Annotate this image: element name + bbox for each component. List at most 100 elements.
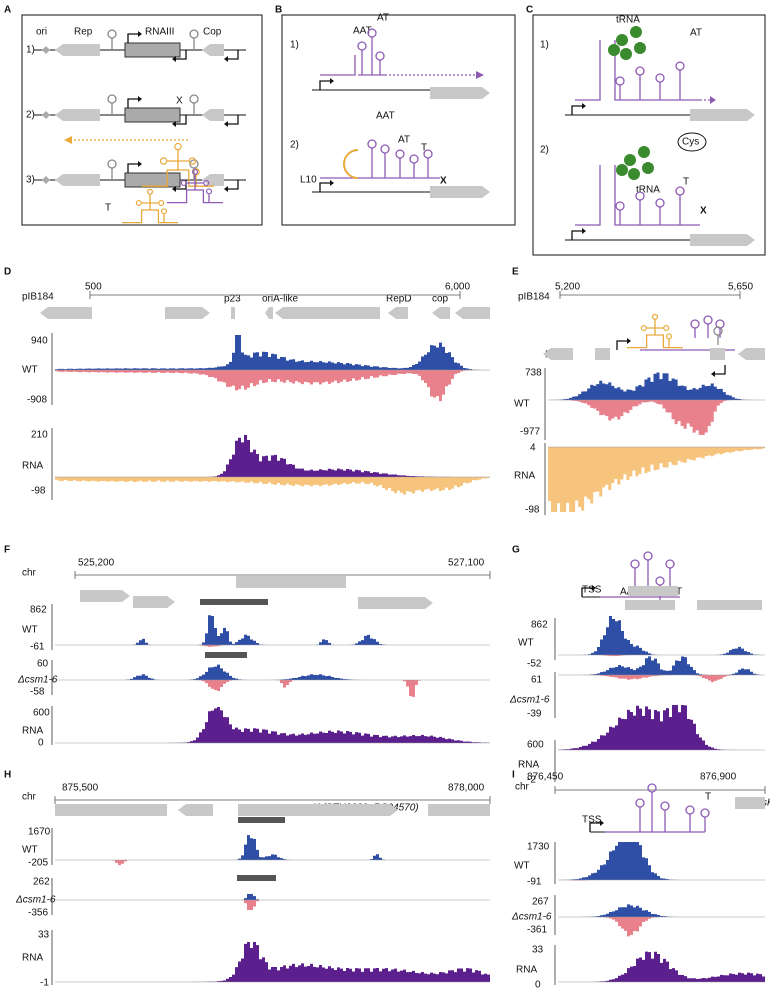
coverage xyxy=(558,904,765,917)
hairpin-loop xyxy=(700,808,710,818)
cys-oval xyxy=(677,132,707,152)
rna-loop xyxy=(180,179,187,187)
coverage xyxy=(55,477,490,495)
box xyxy=(595,348,610,360)
label: 875,500 xyxy=(62,783,99,794)
rna-loop xyxy=(191,168,199,175)
panel-label: E xyxy=(512,267,519,278)
rna-loop xyxy=(665,333,673,340)
gene-arrow xyxy=(265,307,273,319)
rna-structure xyxy=(122,194,178,224)
label: 876,900 xyxy=(700,772,737,783)
label: -908 xyxy=(27,395,47,406)
label: oriA-like xyxy=(262,294,299,305)
label: 878,000 xyxy=(448,783,485,794)
gene-arrow xyxy=(430,186,490,198)
hairpin-loop xyxy=(630,559,640,569)
label: -61 xyxy=(30,642,45,653)
promoter-head xyxy=(582,228,586,234)
gene-arrow xyxy=(202,44,224,56)
hairpin-loop xyxy=(647,783,657,793)
box xyxy=(55,804,167,816)
label: 940 xyxy=(31,336,48,347)
label: TSS xyxy=(582,815,602,826)
label: 1) xyxy=(26,45,35,56)
panel-label: D xyxy=(4,267,11,278)
promoter xyxy=(715,365,726,375)
label: X xyxy=(176,96,183,107)
box xyxy=(735,797,765,809)
label: RepD xyxy=(386,294,412,305)
coverage xyxy=(55,893,490,900)
gene-arrow xyxy=(55,109,100,121)
label: AT xyxy=(398,135,410,146)
gene-arrow xyxy=(133,596,175,608)
coverage xyxy=(548,447,765,512)
trna xyxy=(628,168,640,180)
promoter-head xyxy=(330,180,334,186)
label: T xyxy=(676,587,682,598)
label: 262 xyxy=(33,877,50,888)
label: T xyxy=(683,177,689,188)
gene-arrow xyxy=(430,87,490,99)
box xyxy=(238,817,285,823)
rna-structure xyxy=(627,319,683,349)
label: tRNA xyxy=(636,185,660,196)
label: 1670 xyxy=(28,827,51,838)
box xyxy=(124,42,181,58)
gene-arrow xyxy=(543,348,573,360)
label: 60 xyxy=(37,659,49,670)
label: WT xyxy=(518,638,534,649)
gene-arrow xyxy=(275,307,380,319)
label: -356 xyxy=(28,908,48,919)
label: T xyxy=(105,203,111,214)
promoter xyxy=(571,230,582,240)
gene-arrow xyxy=(55,174,100,186)
label: T xyxy=(421,143,427,154)
coverage xyxy=(558,951,765,982)
label: WT xyxy=(514,399,530,410)
label: cop xyxy=(432,294,449,305)
label: pIB184 xyxy=(518,292,550,303)
arrowhead xyxy=(476,71,484,79)
rna-loop xyxy=(174,142,182,151)
hairpin-loop xyxy=(107,94,117,104)
coverage xyxy=(55,900,490,911)
rna-loop xyxy=(651,313,659,320)
promoter-head xyxy=(172,121,176,127)
label: chr xyxy=(22,568,37,579)
label: 527,100 xyxy=(448,558,485,569)
trna xyxy=(620,48,632,60)
label: TSS xyxy=(582,585,602,596)
box xyxy=(231,307,235,319)
panel-label: I xyxy=(512,770,515,781)
coverage xyxy=(558,655,765,657)
label: -205 xyxy=(28,858,48,869)
label: L10 xyxy=(300,175,317,186)
hairpin-loop xyxy=(367,28,377,38)
hairpin-loop xyxy=(375,51,385,61)
box xyxy=(428,804,490,816)
hairpin-loop xyxy=(107,29,117,39)
trna xyxy=(638,146,650,158)
label: 2) xyxy=(540,145,549,156)
label: 5,200 xyxy=(555,282,580,293)
hairpin-loop xyxy=(409,154,419,164)
label: tRNA xyxy=(616,15,640,26)
coverage xyxy=(55,335,490,370)
box xyxy=(281,14,516,226)
promoter-head xyxy=(224,121,228,127)
gene-arrow xyxy=(690,234,755,246)
rna-loop xyxy=(146,188,154,195)
box xyxy=(625,600,675,610)
promoter xyxy=(616,340,627,350)
promoter-head xyxy=(627,338,631,344)
ori xyxy=(42,46,50,54)
box xyxy=(710,348,725,360)
promoter-head xyxy=(224,56,228,62)
label: -58 xyxy=(30,687,45,698)
label: 33 xyxy=(38,930,50,941)
label: 600 xyxy=(33,708,50,719)
